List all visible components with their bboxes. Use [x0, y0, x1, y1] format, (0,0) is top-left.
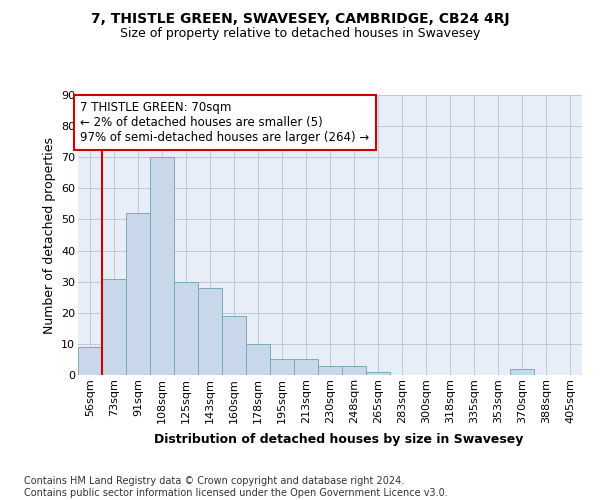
Bar	[510, 369, 534, 375]
Bar	[318, 366, 342, 375]
Bar	[222, 316, 246, 375]
Bar	[246, 344, 270, 375]
Text: 7, THISTLE GREEN, SWAVESEY, CAMBRIDGE, CB24 4RJ: 7, THISTLE GREEN, SWAVESEY, CAMBRIDGE, C…	[91, 12, 509, 26]
Bar	[294, 360, 318, 375]
Bar	[174, 282, 198, 375]
Bar	[342, 366, 366, 375]
Bar	[366, 372, 390, 375]
Text: 7 THISTLE GREEN: 70sqm
← 2% of detached houses are smaller (5)
97% of semi-detac: 7 THISTLE GREEN: 70sqm ← 2% of detached …	[80, 101, 370, 144]
Text: Distribution of detached houses by size in Swavesey: Distribution of detached houses by size …	[154, 432, 524, 446]
Bar	[126, 213, 150, 375]
Text: Contains HM Land Registry data © Crown copyright and database right 2024.
Contai: Contains HM Land Registry data © Crown c…	[24, 476, 448, 498]
Text: Size of property relative to detached houses in Swavesey: Size of property relative to detached ho…	[120, 28, 480, 40]
Bar	[270, 360, 294, 375]
Bar	[78, 347, 102, 375]
Bar	[150, 157, 174, 375]
Bar	[198, 288, 222, 375]
Y-axis label: Number of detached properties: Number of detached properties	[43, 136, 56, 334]
Bar	[102, 278, 126, 375]
